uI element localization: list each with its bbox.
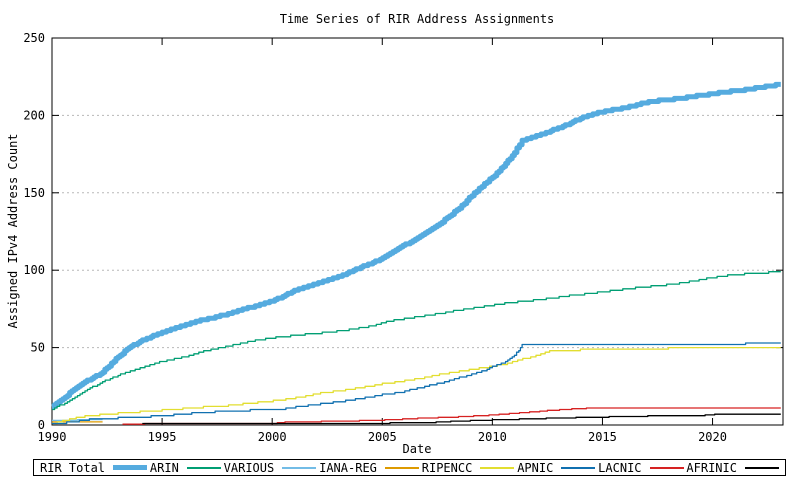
legend-label-apnic: APNIC: [517, 460, 554, 475]
x-axis-label: Date: [402, 442, 432, 456]
legend-label-afrinic: AFRINIC: [686, 460, 737, 475]
series-line-afrinic: [142, 413, 781, 425]
legend-item-lacnic: LACNIC: [598, 460, 684, 475]
y-tick-label: 250: [23, 31, 45, 45]
legend-item-apnic: APNIC: [517, 460, 596, 475]
y-tick-label: 150: [23, 186, 45, 200]
legend-swatch-arin: [186, 466, 221, 469]
series-line-rir-total: [51, 81, 781, 409]
x-tick-label: 2015: [588, 430, 617, 444]
legend-swatch-iana-reg: [384, 466, 419, 469]
legend-label-ripencc: RIPENCC: [421, 460, 473, 475]
x-tick-label: 2010: [478, 430, 507, 444]
legend-item-ripencc: RIPENCC: [422, 462, 515, 474]
legend-swatch-various: [282, 466, 317, 469]
legend-item-iana-reg: IANA-REG: [319, 462, 419, 474]
legend-label-rir-total: RIR Total: [40, 460, 106, 475]
x-tick-label: 2020: [698, 430, 727, 444]
y-tick-label: 200: [23, 108, 45, 122]
plot-border: [51, 37, 784, 426]
legend-swatch-afrinic: [744, 466, 779, 469]
x-tick-label: 2000: [258, 430, 287, 444]
legend-swatch-ripencc: [480, 466, 515, 469]
y-tick-label: 100: [23, 263, 45, 277]
legend-label-lacnic: LACNIC: [598, 460, 642, 475]
x-tick-label: 1995: [148, 430, 177, 444]
legend-item-various: VARIOUS: [224, 462, 317, 474]
legend: RIR Total ARIN VARIOUS IANA-REG RIPENCC APNIC…: [33, 459, 786, 476]
series-line-ripencc: [52, 346, 781, 425]
series-line-apnic: [52, 342, 781, 425]
series-line-various: [52, 418, 103, 422]
legend-item-arin: ARIN: [150, 462, 221, 474]
legend-label-arin: ARIN: [149, 460, 179, 475]
legend-label-iana-reg: IANA-REG: [319, 460, 377, 475]
legend-item-afrinic: AFRINIC: [686, 462, 779, 474]
legend-swatch-rir-total: [113, 465, 148, 470]
series-line-arin: [52, 271, 781, 411]
legend-item-rir-total: RIR Total: [40, 460, 148, 475]
chart-title: Time Series of RIR Address Assignments: [279, 12, 555, 26]
legend-swatch-apnic: [561, 466, 596, 469]
legend-swatch-lacnic: [649, 466, 684, 469]
y-tick-label: 50: [31, 341, 45, 355]
y-tick-label: 0: [38, 418, 45, 432]
x-tick-label: 1990: [38, 430, 67, 444]
legend-label-various: VARIOUS: [223, 460, 275, 475]
x-tick-label: 2005: [368, 430, 397, 444]
